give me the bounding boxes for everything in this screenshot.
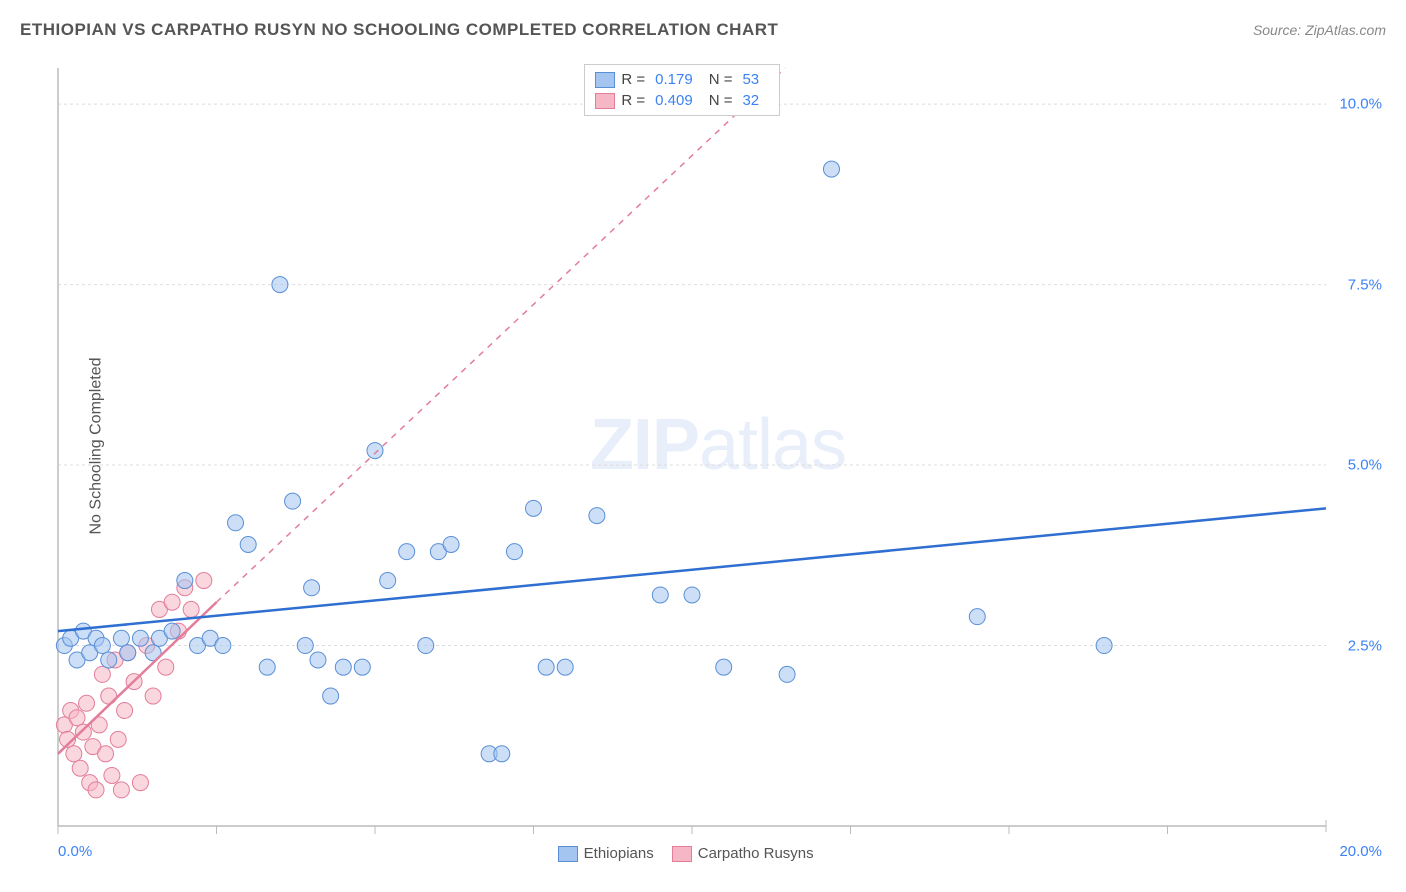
swatch-ethiopians-icon <box>595 72 615 88</box>
legend-label-carpatho: Carpatho Rusyns <box>698 845 814 862</box>
r-label: R = <box>621 71 645 88</box>
legend-row-ethiopians: R = 0.179 N = 53 <box>595 69 769 90</box>
source-label: Source: ZipAtlas.com <box>1253 22 1386 38</box>
scatter-plot <box>50 60 1386 862</box>
chart-area: ZIPatlas R = 0.179 N = 53 R = 0.409 N = … <box>50 60 1386 862</box>
n-label: N = <box>709 92 733 109</box>
swatch-carpatho-icon <box>672 846 692 862</box>
legend-series: Ethiopians Carpatho Rusyns <box>558 845 814 862</box>
legend-item-ethiopians: Ethiopians <box>558 845 654 862</box>
x-tick-label-max: 20.0% <box>1339 843 1382 860</box>
legend-label-ethiopians: Ethiopians <box>584 845 654 862</box>
legend-row-carpatho: R = 0.409 N = 32 <box>595 90 769 111</box>
chart-header: ETHIOPIAN VS CARPATHO RUSYN NO SCHOOLING… <box>20 20 1386 40</box>
legend-statistics: R = 0.179 N = 53 R = 0.409 N = 32 <box>584 64 780 116</box>
y-tick-label: 7.5% <box>1348 276 1382 293</box>
chart-title: ETHIOPIAN VS CARPATHO RUSYN NO SCHOOLING… <box>20 20 778 40</box>
x-tick-label-min: 0.0% <box>58 843 92 860</box>
r-value-carpatho: 0.409 <box>655 92 693 109</box>
y-tick-label: 10.0% <box>1339 96 1382 113</box>
y-tick-label: 2.5% <box>1348 637 1382 654</box>
swatch-ethiopians-icon <box>558 846 578 862</box>
r-value-ethiopians: 0.179 <box>655 71 693 88</box>
y-tick-label: 5.0% <box>1348 457 1382 474</box>
chart-container: ETHIOPIAN VS CARPATHO RUSYN NO SCHOOLING… <box>0 0 1406 892</box>
n-value-ethiopians: 53 <box>742 71 759 88</box>
n-value-carpatho: 32 <box>742 92 759 109</box>
n-label: N = <box>709 71 733 88</box>
legend-item-carpatho: Carpatho Rusyns <box>672 845 814 862</box>
r-label: R = <box>621 92 645 109</box>
swatch-carpatho-icon <box>595 93 615 109</box>
